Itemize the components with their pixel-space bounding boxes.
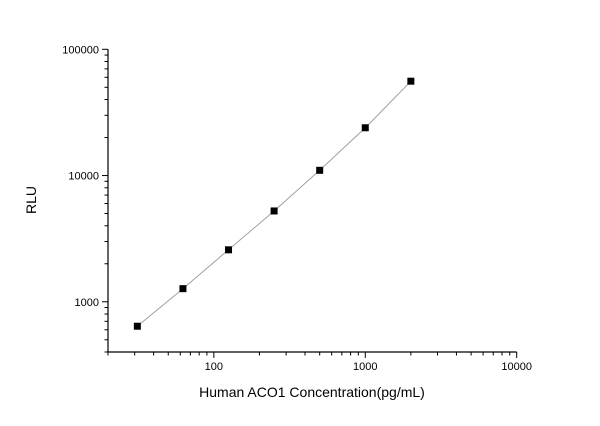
data-point xyxy=(225,246,233,254)
data-point xyxy=(361,124,369,132)
data-point xyxy=(316,166,324,174)
fit-curve-layer xyxy=(136,80,412,327)
y-tick-label: 100000 xyxy=(62,44,99,56)
axes-layer: 100 1000 10000 1000 10000 100000 xyxy=(62,44,532,373)
x-tick-label: 10000 xyxy=(501,361,532,373)
fit-curve xyxy=(136,80,412,327)
data-point xyxy=(407,77,415,85)
data-point xyxy=(270,207,278,215)
x-tick-label: 100 xyxy=(205,361,223,373)
y-tick-label: 10000 xyxy=(68,171,99,183)
y-tick-label: 1000 xyxy=(75,297,99,309)
data-point xyxy=(179,285,187,293)
data-point xyxy=(133,322,141,330)
x-axis-label: Human ACO1 Concentration(pg/mL) xyxy=(199,384,425,400)
y-axis-label: RLU xyxy=(23,186,39,214)
data-points-layer xyxy=(133,77,415,330)
x-tick-label: 1000 xyxy=(353,361,377,373)
